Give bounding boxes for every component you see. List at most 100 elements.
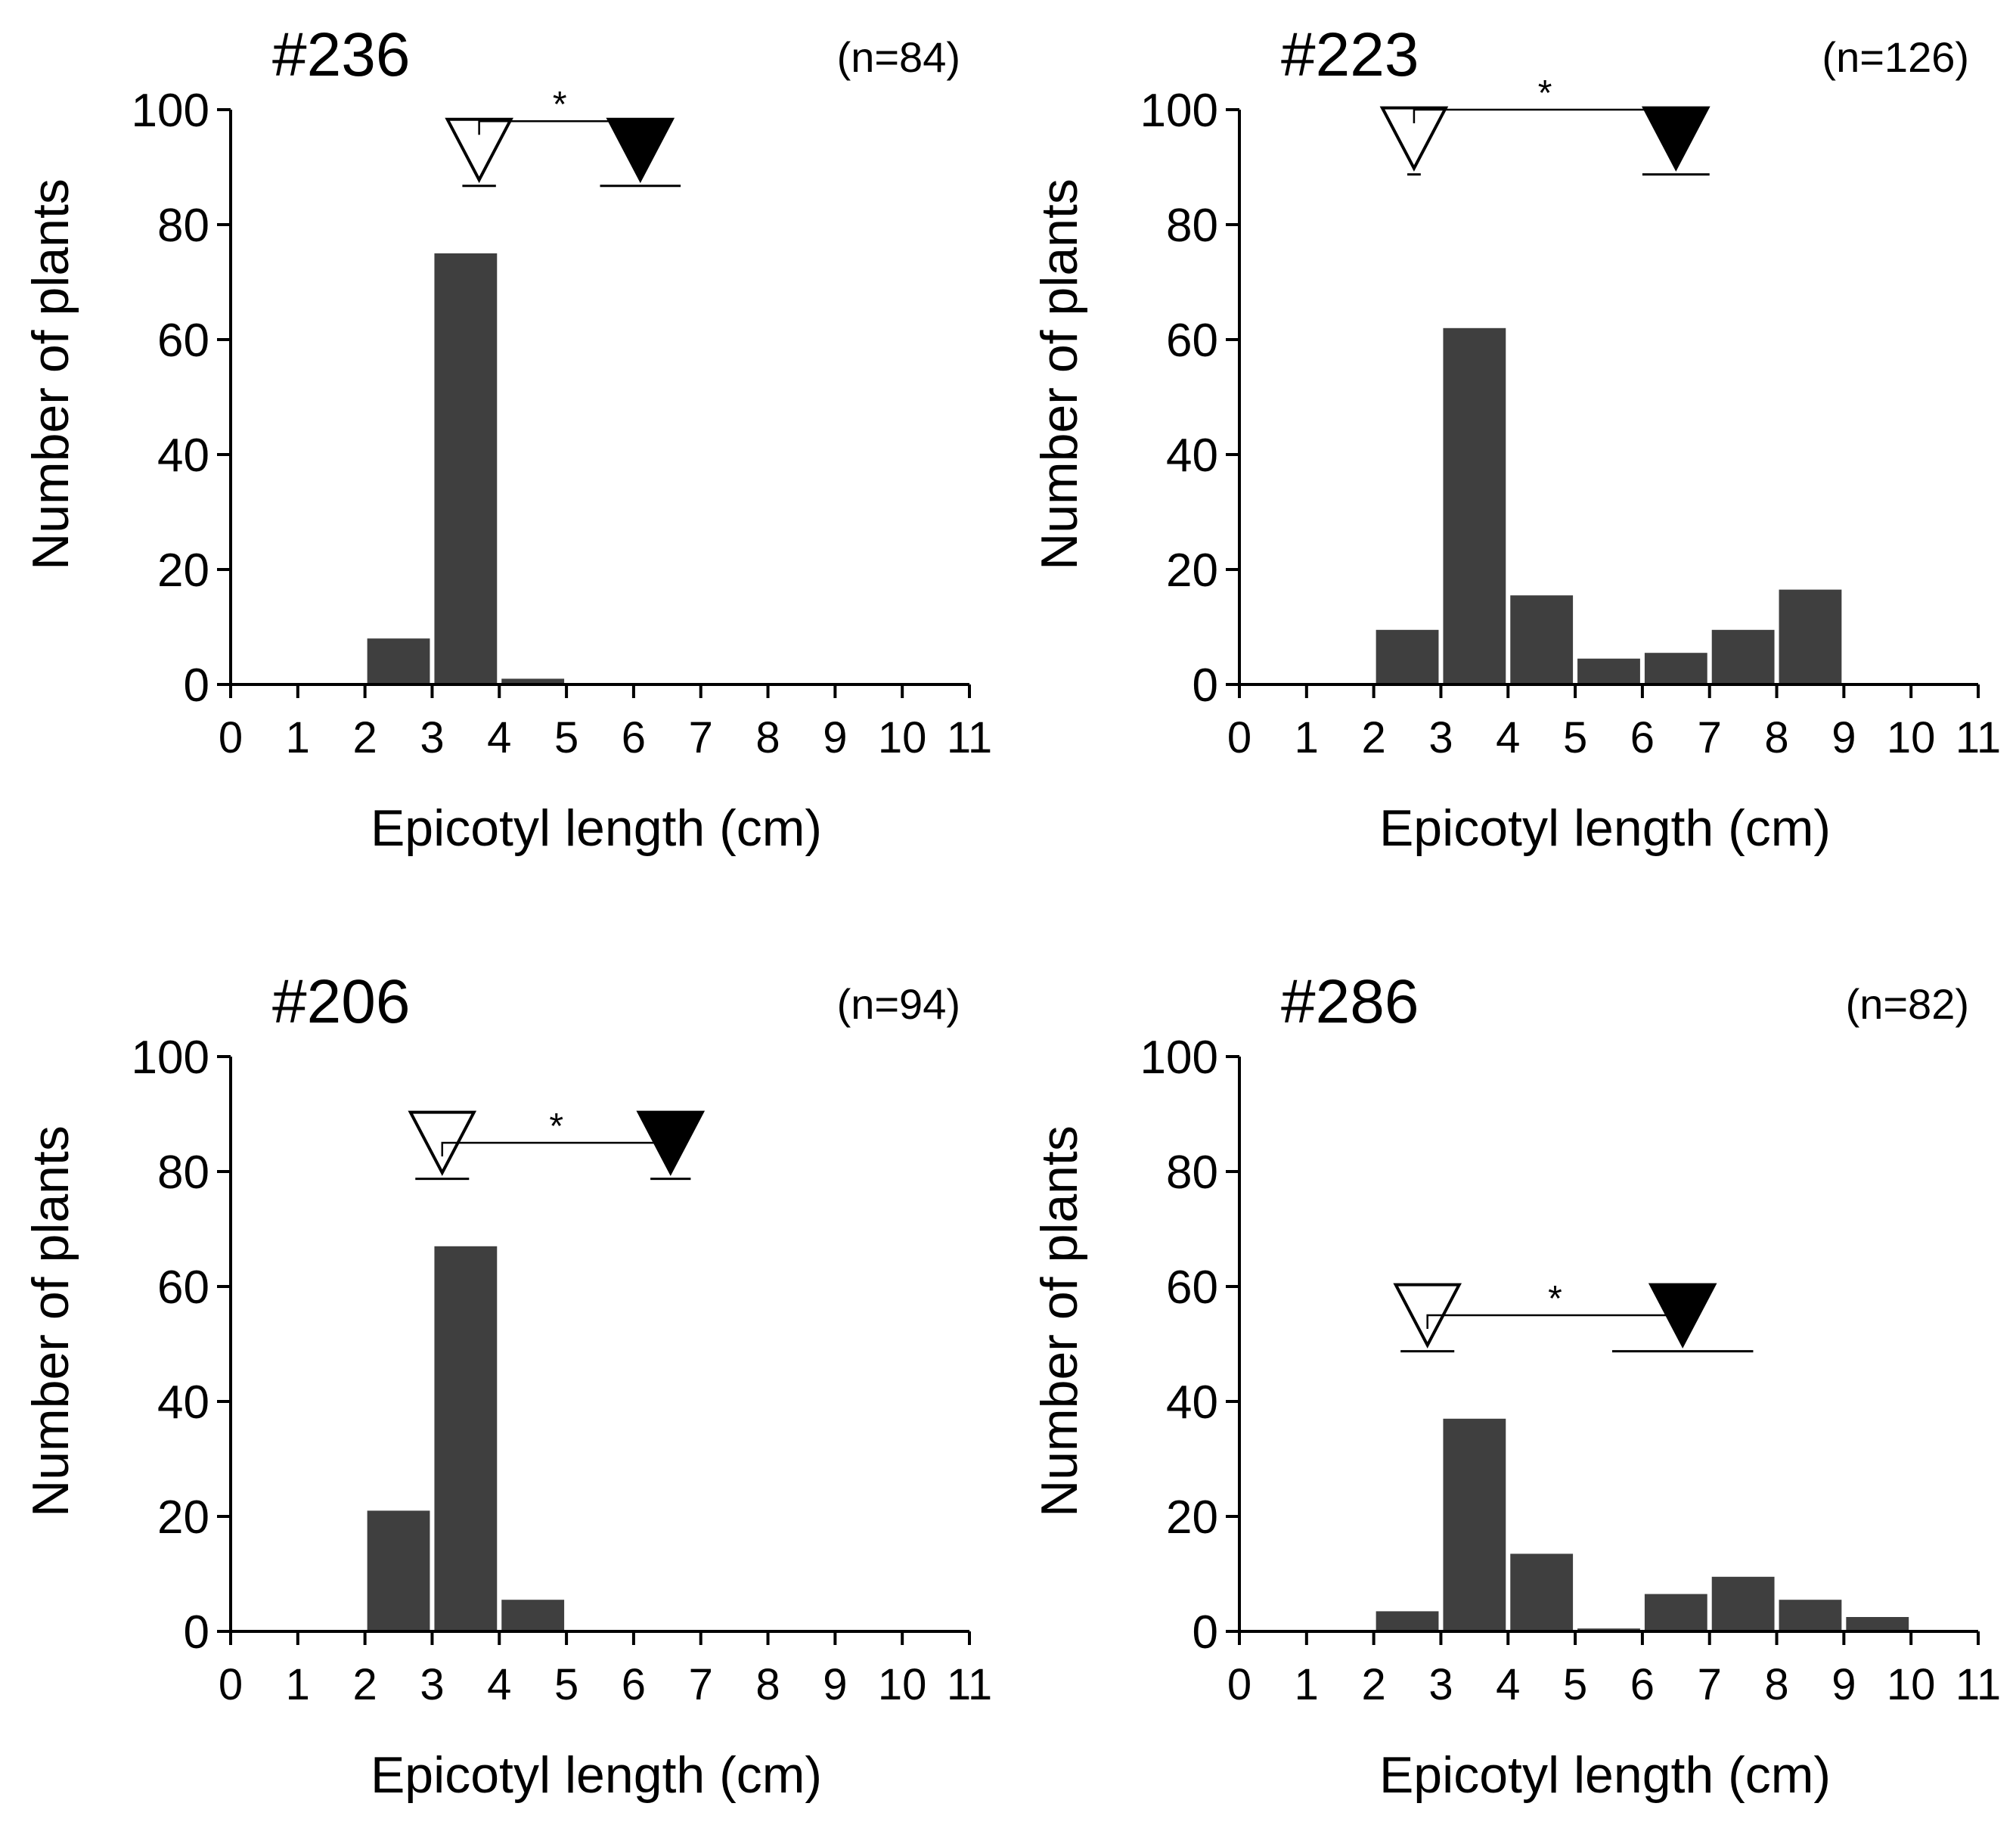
x-tick-label: 0 — [1227, 1660, 1251, 1709]
significance-bracket — [441, 1141, 672, 1156]
filled-triangle-marker — [606, 117, 675, 184]
x-tick-label: 10 — [878, 713, 927, 762]
histogram-bar — [1711, 629, 1775, 684]
significance-star: * — [553, 85, 567, 125]
x-tick-label: 6 — [622, 1660, 646, 1709]
y-tick-label: 40 — [157, 430, 209, 482]
x-tick-label: 4 — [487, 1660, 511, 1709]
x-tick-label: 6 — [622, 713, 646, 762]
histogram-bar — [1779, 1600, 1842, 1631]
y-tick-label: 0 — [184, 660, 209, 712]
sample-size-label: (n=94) — [837, 980, 960, 1028]
histogram-bar — [1510, 1553, 1574, 1631]
y-tick-label: 60 — [1166, 315, 1218, 367]
x-tick-label: 1 — [286, 713, 310, 762]
histogram-bar — [367, 1510, 430, 1631]
x-tick-label: 2 — [1362, 713, 1386, 762]
histogram-bar — [1644, 1594, 1707, 1631]
open-triangle-marker — [445, 117, 513, 184]
x-tick-label: 8 — [1764, 1660, 1788, 1709]
y-axis-label: Number of plants — [22, 1125, 79, 1517]
filled-triangle-marker — [1642, 106, 1710, 172]
significance-star: * — [549, 1106, 563, 1147]
x-tick-label: 5 — [554, 1660, 578, 1709]
y-axis-label: Number of plants — [1031, 178, 1088, 570]
y-tick-label: 80 — [1166, 200, 1218, 252]
y-tick-label: 80 — [1166, 1147, 1218, 1199]
x-tick-label: 5 — [554, 713, 578, 762]
panel-title: #286 — [1281, 967, 1419, 1036]
sample-size-label: (n=84) — [837, 33, 960, 81]
x-tick-label: 0 — [219, 713, 243, 762]
x-tick-label: 5 — [1563, 713, 1587, 762]
panel-title: #236 — [272, 20, 410, 89]
x-tick-label: 3 — [420, 1660, 444, 1709]
x-tick-label: 1 — [286, 1660, 310, 1709]
x-tick-label: 11 — [1956, 713, 2001, 762]
y-tick-label: 100 — [1140, 85, 1218, 137]
x-tick-label: 8 — [1764, 713, 1788, 762]
x-tick-label: 8 — [755, 713, 780, 762]
x-axis-label: Epicotyl length (cm) — [1379, 1746, 1831, 1804]
x-tick-label: 6 — [1630, 1660, 1655, 1709]
x-tick-label: 7 — [689, 713, 713, 762]
x-tick-label: 3 — [1428, 1660, 1453, 1709]
y-tick-label: 20 — [157, 1491, 209, 1544]
y-tick-label: 100 — [132, 1032, 209, 1084]
y-tick-label: 0 — [184, 1606, 209, 1659]
x-tick-label: 3 — [420, 713, 444, 762]
x-tick-label: 1 — [1295, 1660, 1319, 1709]
histogram-bar — [1376, 1611, 1439, 1631]
y-tick-label: 100 — [1140, 1032, 1218, 1084]
histogram-bar — [501, 1600, 565, 1631]
y-axis-label: Number of plants — [1031, 1125, 1088, 1517]
histogram-bar — [434, 253, 498, 684]
histogram-bar — [1577, 658, 1640, 684]
x-tick-label: 9 — [823, 1660, 847, 1709]
y-tick-label: 20 — [1166, 545, 1218, 597]
x-tick-label: 11 — [1956, 1660, 2001, 1709]
histogram-bar — [434, 1246, 498, 1631]
significance-bracket — [478, 119, 642, 135]
histogram-bar — [1443, 327, 1506, 684]
histogram-bar — [1779, 589, 1842, 684]
significance-bracket — [1426, 1314, 1684, 1329]
x-axis-label: Epicotyl length (cm) — [371, 799, 822, 857]
x-tick-label: 6 — [1630, 713, 1655, 762]
x-tick-label: 9 — [1831, 1660, 1856, 1709]
x-tick-label: 3 — [1428, 713, 1453, 762]
x-tick-label: 9 — [823, 713, 847, 762]
histogram-bar — [1644, 653, 1707, 684]
y-tick-label: 60 — [1166, 1262, 1218, 1314]
sample-size-label: (n=126) — [1822, 33, 1969, 81]
y-tick-label: 40 — [157, 1377, 209, 1429]
x-tick-label: 9 — [1831, 713, 1856, 762]
y-tick-label: 0 — [1193, 660, 1218, 712]
y-tick-label: 40 — [1166, 430, 1218, 482]
y-tick-label: 60 — [157, 315, 209, 367]
histogram-bar — [1510, 595, 1574, 684]
significance-bracket — [1413, 108, 1677, 123]
significance-star: * — [1538, 73, 1552, 113]
histogram-bar — [367, 638, 430, 684]
panel-title: #223 — [1281, 20, 1419, 89]
panel-title: #206 — [272, 967, 410, 1036]
significance-star: * — [1548, 1279, 1562, 1319]
histogram-bar — [1846, 1617, 1909, 1631]
y-tick-label: 60 — [157, 1262, 209, 1314]
x-tick-label: 0 — [1227, 713, 1251, 762]
x-tick-label: 4 — [1496, 1660, 1520, 1709]
x-axis-label: Epicotyl length (cm) — [371, 1746, 822, 1804]
x-tick-label: 7 — [1698, 713, 1722, 762]
x-tick-label: 8 — [755, 1660, 780, 1709]
histogram-bar — [1711, 1576, 1775, 1631]
x-tick-label: 11 — [947, 713, 992, 762]
x-tick-label: 1 — [1295, 713, 1319, 762]
y-tick-label: 20 — [1166, 1491, 1218, 1544]
y-tick-label: 40 — [1166, 1377, 1218, 1429]
